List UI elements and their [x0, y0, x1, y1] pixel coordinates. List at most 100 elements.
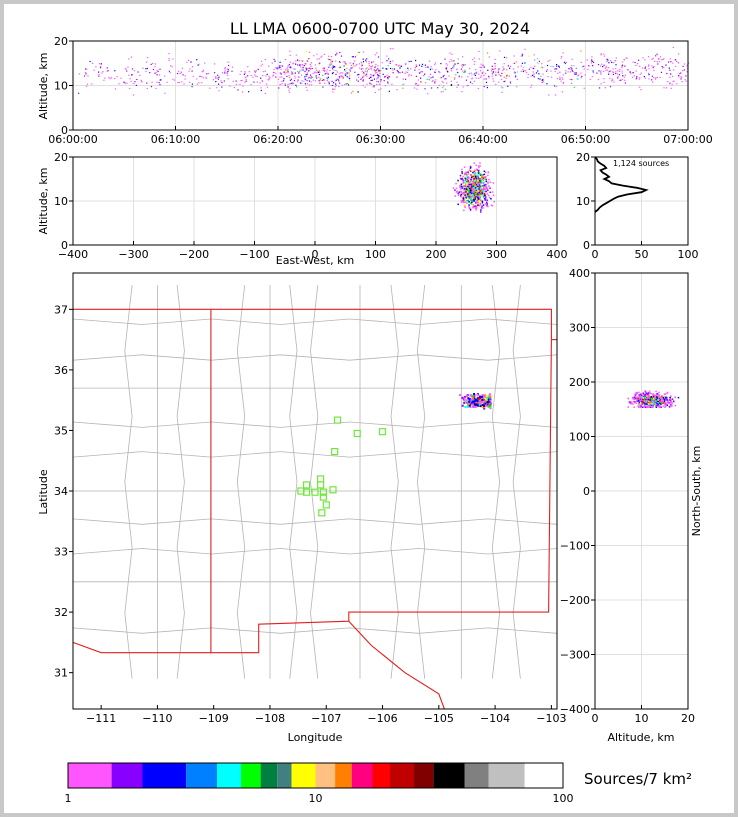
p1-source-point: [431, 68, 433, 70]
p1-source-point: [549, 59, 551, 61]
p1-source-point: [368, 65, 370, 67]
p5-source-point: [655, 394, 658, 396]
p2-source-point: [479, 178, 481, 180]
p1-source-point: [662, 59, 664, 61]
p1-source-point: [651, 75, 653, 77]
p5-ytick-label: 300: [569, 322, 590, 335]
p1-source-point: [523, 70, 525, 72]
p1-source-point: [434, 62, 437, 64]
figure-title: LL LMA 0600-0700 UTC May 30, 2024: [230, 19, 530, 38]
p2-source-point: [479, 194, 481, 196]
p1-source-point: [521, 62, 523, 64]
p1-source-point: [293, 62, 295, 64]
p1-source-point: [457, 71, 459, 74]
p1-source-point: [515, 61, 517, 63]
p1-source-point: [425, 82, 427, 84]
p1-source-point: [362, 79, 365, 81]
p2-source-point: [463, 193, 465, 196]
p2-source-point: [468, 184, 471, 186]
p5-source-point: [642, 406, 645, 408]
p1-source-point: [89, 60, 91, 63]
p2-source-point: [469, 186, 471, 189]
map-source-point: [482, 406, 485, 409]
p1-source-point: [600, 65, 602, 67]
p1-source-point: [550, 70, 552, 72]
p1-source-point: [289, 50, 291, 52]
p1-source-point: [280, 68, 282, 70]
p1-source-point: [431, 76, 433, 79]
p1-source-point: [418, 69, 420, 71]
p2-source-point: [476, 202, 478, 204]
p2-source-point: [477, 165, 480, 167]
p2-source-point: [467, 184, 469, 186]
p1-source-point: [268, 65, 270, 67]
p2-xtick-label: 300: [486, 248, 507, 261]
p5-source-point: [648, 390, 651, 392]
p1-source-point: [569, 78, 571, 80]
p1-source-point: [321, 79, 323, 81]
p1-source-point: [371, 79, 373, 81]
p1-source-point: [255, 75, 257, 77]
p1-source-point: [483, 85, 485, 88]
p1-source-point: [378, 70, 380, 72]
p1-source-point: [334, 80, 337, 82]
p1-source-point: [431, 80, 433, 82]
p1-source-point: [366, 73, 368, 75]
county-line: [72, 354, 558, 361]
p2-source-point: [487, 194, 490, 197]
p1-source-point: [306, 83, 308, 85]
p5-source-point: [649, 400, 651, 403]
p1-source-point: [443, 85, 445, 87]
p5-source-point: [637, 401, 640, 403]
p1-source-point: [349, 75, 351, 77]
p1-source-point: [446, 82, 448, 84]
p1-source-point: [567, 71, 569, 73]
p1-source-point: [376, 80, 378, 83]
p5-source-point: [648, 396, 650, 398]
p1-source-point: [609, 60, 612, 62]
p3-ytick-label: 0: [583, 239, 590, 252]
p1-source-point: [339, 77, 341, 79]
p1-source-point: [86, 83, 89, 85]
p1-source-point: [619, 68, 621, 71]
p1-source-point: [159, 74, 161, 76]
p1-source-point: [277, 78, 279, 80]
p1-source-point: [192, 75, 194, 77]
p1-source-point: [485, 78, 487, 80]
p1-source-point: [329, 63, 331, 65]
p1-source-point: [550, 65, 552, 67]
p1-source-point: [264, 70, 266, 72]
p1-source-point: [659, 56, 661, 58]
p2-source-point: [463, 178, 465, 181]
figure: LL LMA 0600-0700 UTC May 30, 2024 06:00:…: [4, 4, 734, 813]
p1-source-point: [451, 70, 453, 72]
p1-source-point: [556, 65, 558, 67]
p1-source-point: [350, 67, 352, 69]
p1-source-point: [359, 67, 361, 69]
p2-source-point: [469, 185, 471, 187]
p2-source-point: [464, 206, 466, 209]
p1-source-point: [342, 77, 344, 79]
map-xlabel: Longitude: [288, 731, 343, 744]
p1-source-point: [515, 76, 517, 78]
p2-source-point: [462, 196, 465, 199]
p1-source-point: [622, 64, 624, 66]
p1-source-point: [362, 61, 365, 63]
p1-source-point: [383, 80, 385, 82]
p2-source-point: [487, 205, 489, 208]
p1-source-point: [365, 59, 367, 61]
p1-source-point: [301, 82, 303, 84]
p5-source-point: [659, 401, 661, 403]
p5-source-point: [632, 397, 635, 399]
p1-source-point: [522, 70, 524, 73]
p1-source-point: [290, 73, 292, 75]
p1-source-point: [399, 65, 401, 67]
p1-source-point: [342, 75, 344, 77]
p5-source-point: [646, 401, 648, 403]
p2-source-point: [483, 186, 485, 188]
map-source-point: [467, 402, 470, 405]
p1-source-point: [279, 84, 281, 86]
p1-source-point: [474, 74, 476, 76]
p2-source-point: [475, 185, 477, 187]
p1-source-point: [302, 67, 304, 69]
